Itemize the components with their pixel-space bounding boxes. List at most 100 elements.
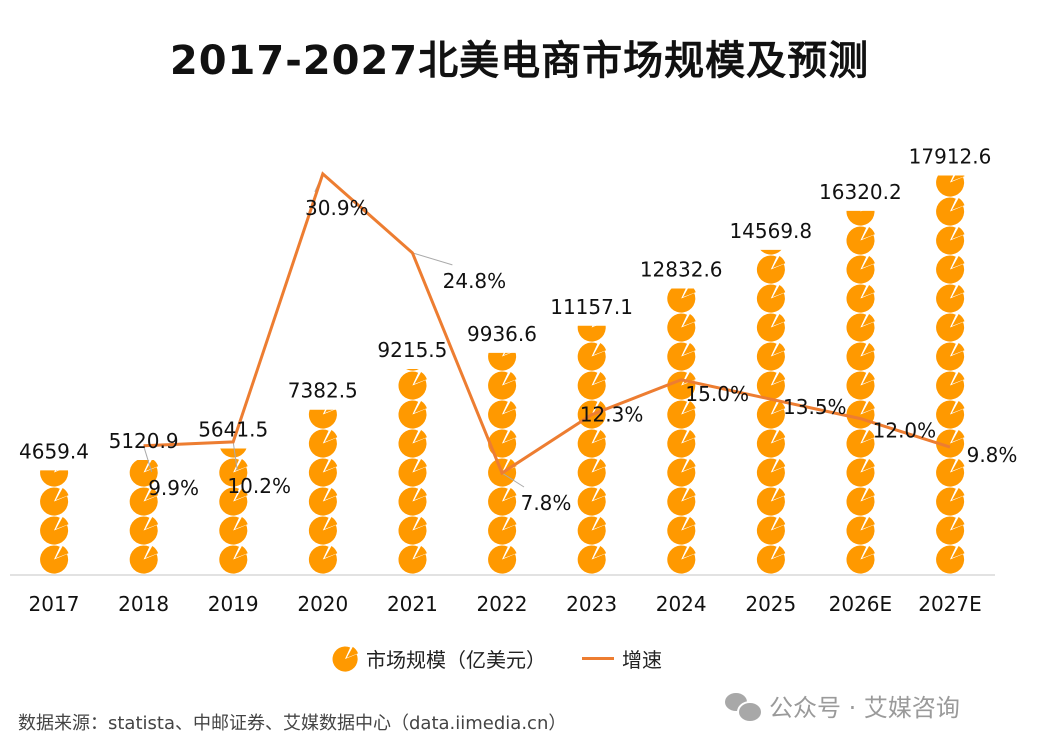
bar-2022: [488, 352, 517, 574]
pie-chart-icon: [219, 545, 248, 574]
leader-line: [412, 252, 453, 266]
pie-chart-icon: [936, 487, 965, 516]
pie-chart-icon: [577, 487, 607, 516]
pie-chart-icon: [936, 371, 965, 400]
pie-chart-icon: [846, 226, 875, 255]
value-label: 11157.1: [550, 295, 633, 319]
pie-chart-icon: [577, 516, 607, 545]
pie-chart-icon: [308, 487, 338, 516]
pie-chart-icon: [756, 429, 786, 458]
pie-chart-icon: [488, 352, 517, 371]
pie-chart-icon: [308, 516, 338, 545]
pie-chart-icon: [756, 313, 786, 342]
value-label: 5120.9: [109, 429, 179, 453]
pie-chart-icon: [308, 429, 338, 458]
legend-label: 市场规模（亿美元）: [366, 648, 546, 672]
value-label: 16320.2: [819, 180, 902, 204]
growth-label: 12.3%: [580, 403, 644, 427]
pie-chart-icon: [129, 516, 159, 545]
pie-chart-icon: [398, 516, 427, 545]
growth-label: 15.0%: [685, 382, 749, 406]
pie-chart-icon: [577, 371, 607, 400]
pie-chart-icon: [846, 458, 875, 487]
pie-chart-icon: [577, 429, 607, 458]
pie-chart-icon: [667, 288, 696, 313]
growth-label: 13.5%: [783, 395, 847, 419]
pie-chart-icon: [308, 458, 338, 487]
pie-chart-icon: [667, 487, 696, 516]
chart-title: 2017-2027北美电商市场规模及预测: [169, 38, 870, 84]
pie-chart-icon: [667, 545, 696, 574]
pie-chart-icon: [756, 400, 786, 429]
legend-item-growth: 增速: [582, 644, 662, 673]
pie-chart-icon: [936, 255, 965, 284]
value-label: 7382.5: [288, 379, 358, 403]
pie-chart-icon: [332, 645, 358, 672]
bar-2019: [219, 448, 248, 574]
pie-chart-icon: [40, 516, 69, 545]
pie-chart-icon: [936, 226, 965, 255]
pie-chart-icon: [219, 516, 248, 545]
pie-chart-icon: [398, 400, 427, 429]
x-tick-label: 2023: [566, 592, 617, 616]
pie-chart-icon: [936, 197, 965, 226]
pie-chart-icon: [756, 487, 786, 516]
pie-chart-icon: [846, 429, 875, 458]
bar-2024: [667, 288, 696, 574]
pie-chart-icon: [577, 342, 607, 371]
value-label: 14569.8: [729, 219, 812, 243]
bar-2026E: [846, 210, 875, 574]
x-tick-label: 2025: [745, 592, 796, 616]
pie-chart-icon: [846, 284, 875, 313]
pie-chart-icon: [846, 400, 875, 429]
legend-item-market-size: 市场规模（亿美元）: [332, 644, 546, 673]
x-tick-label: 2017: [29, 592, 80, 616]
pie-chart-icon: [577, 545, 607, 574]
pie-chart-icon: [756, 342, 786, 371]
pie-chart-icon: [846, 371, 875, 400]
value-label: 12832.6: [640, 257, 723, 281]
pie-chart-icon: [936, 284, 965, 313]
pie-chart-icon: [398, 429, 427, 458]
growth-label: 10.2%: [227, 474, 291, 498]
pie-chart-icon: [667, 342, 696, 371]
x-tick-label: 2022: [477, 592, 528, 616]
x-tick-label: 2019: [208, 592, 259, 616]
pie-chart-icon: [667, 458, 696, 487]
pie-chart-icon: [936, 342, 965, 371]
pie-chart-icon: [846, 313, 875, 342]
pie-chart-icon: [846, 487, 875, 516]
pie-chart-icon: [756, 284, 786, 313]
growth-label: 9.9%: [148, 476, 199, 500]
value-label: 5641.5: [198, 417, 268, 441]
pie-chart-icon: [936, 400, 965, 429]
leader-line: [143, 445, 153, 472]
pie-chart-icon: [756, 371, 786, 400]
growth-label: 9.8%: [967, 443, 1018, 467]
pie-chart-icon: [488, 545, 517, 574]
watermark: 公众号 · 艾媒咨询: [725, 688, 960, 723]
value-label: 9936.6: [467, 322, 537, 346]
pie-chart-icon: [40, 487, 69, 516]
value-label: 17912.6: [909, 144, 992, 168]
pie-chart-icon: [488, 487, 517, 516]
pie-chart-icon: [756, 545, 786, 574]
line-swatch-icon: [582, 657, 614, 660]
x-tick-label: 2018: [118, 592, 169, 616]
x-tick-label: 2024: [656, 592, 707, 616]
pie-chart-icon: [308, 545, 338, 574]
bar-2017: [40, 470, 69, 574]
pie-chart-icon: [756, 516, 786, 545]
pie-chart-icon: [667, 516, 696, 545]
legend-label: 增速: [622, 648, 662, 672]
pie-chart-icon: [667, 313, 696, 342]
pie-chart-icon: [846, 545, 875, 574]
growth-label: 12.0%: [873, 419, 937, 443]
pie-chart-icon: [756, 255, 786, 284]
watermark-text: 公众号 · 艾媒咨询: [769, 694, 960, 722]
x-tick-label: 2020: [297, 592, 348, 616]
pie-chart-icon: [308, 409, 338, 429]
value-label: 9215.5: [377, 338, 447, 362]
leader-line: [501, 472, 525, 488]
